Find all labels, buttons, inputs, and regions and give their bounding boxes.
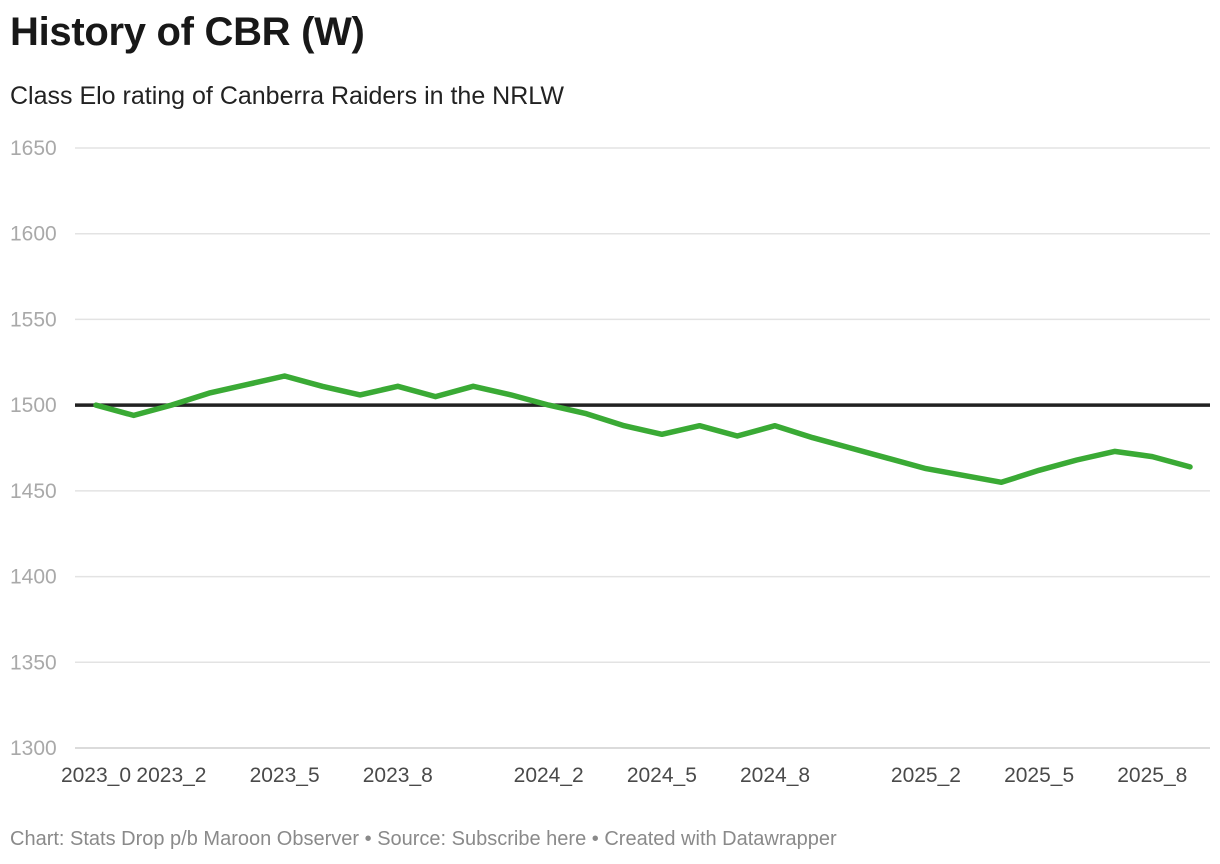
y-tick-label: 1450: [10, 480, 57, 503]
y-tick-label: 1350: [10, 651, 57, 674]
footer-credit: Chart: Stats Drop p/b Maroon Observer: [10, 828, 360, 850]
series-group: [93, 373, 1193, 486]
y-tick-label: 1550: [10, 308, 57, 331]
chart-footer: Chart: Stats Drop p/b Maroon Observer • …: [10, 828, 837, 851]
footer-source-link[interactable]: Source: Subscribe here: [377, 828, 587, 850]
x-tick-label: 2024_8: [740, 764, 810, 787]
x-tick-label: 2024_5: [627, 764, 697, 787]
x-tick-label: 2023_2: [136, 764, 206, 787]
x-tick-label: 2024_2: [514, 764, 584, 787]
y-tick-label: 1300: [10, 737, 57, 760]
y-tick-label: 1500: [10, 394, 57, 417]
footer-created-link[interactable]: Created with Datawrapper: [604, 828, 837, 850]
x-tick-label: 2023_5: [250, 764, 320, 787]
x-tick-label: 2025_2: [891, 764, 961, 787]
grid-lines: [75, 147, 1210, 749]
y-axis-ticks: 1650 1600 1550 1500 1450 1400 1350 1300: [10, 137, 57, 760]
series-line: [93, 373, 1193, 486]
x-tick-label: 2023_8: [363, 764, 433, 787]
y-tick-label: 1600: [10, 223, 57, 246]
footer-separator: •: [364, 828, 372, 850]
x-axis-ticks: 2023_0 2023_2 2023_5 2023_8 2024_2 2024_5 2024…: [61, 764, 1187, 787]
y-tick-label: 1400: [10, 566, 57, 589]
x-tick-label: 2023_0: [61, 764, 131, 787]
y-tick-label: 1650: [10, 137, 57, 160]
x-tick-label: 2025_5: [1004, 764, 1074, 787]
chart-title: History of CBR (W): [10, 10, 365, 54]
footer-separator: •: [591, 828, 599, 850]
x-tick-label: 2025_8: [1117, 764, 1187, 787]
chart-subtitle: Class Elo rating of Canberra Raiders in …: [10, 82, 564, 110]
